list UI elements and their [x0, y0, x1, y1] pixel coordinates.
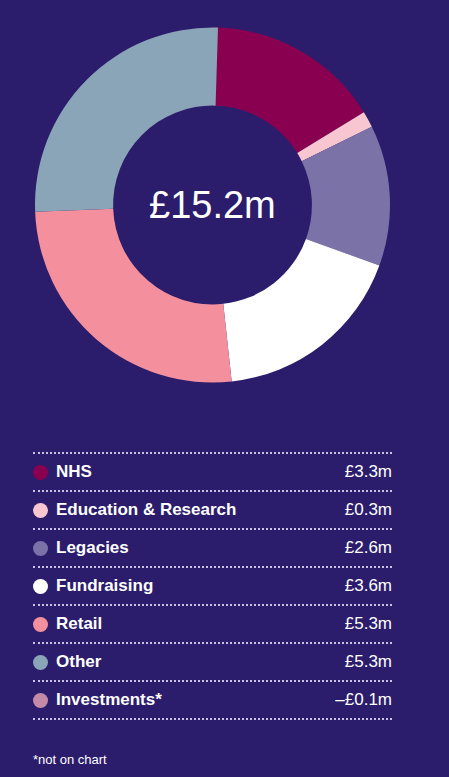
- html-text:Retail: Retail: [56, 614, 103, 633]
- html-text:Fundraising: Fundraising: [56, 576, 154, 595]
- html-text:£5.3m: £5.3m: [344, 652, 392, 671]
- html-text:*not on chart: *not on chart: [33, 752, 107, 767]
- html-text:Education & Research: Education & Research: [56, 500, 237, 519]
- html-text:£5.3m: £5.3m: [344, 614, 392, 633]
- html-text:Other: Other: [56, 652, 102, 671]
- html-text:£0.3m: £0.3m: [344, 500, 392, 519]
- svg-text:£15.2m: £15.2m: [149, 184, 276, 226]
- html-text:Investments*: Investments*: [56, 690, 162, 709]
- html-text:NHS: NHS: [56, 462, 92, 481]
- html-text:£2.6m: £2.6m: [344, 538, 392, 557]
- html-text:Legacies: Legacies: [56, 538, 129, 557]
- html-text:£3.6m: £3.6m: [344, 576, 392, 595]
- html-text:–£0.1m: –£0.1m: [335, 690, 392, 709]
- html-text:£3.3m: £3.3m: [344, 462, 392, 481]
